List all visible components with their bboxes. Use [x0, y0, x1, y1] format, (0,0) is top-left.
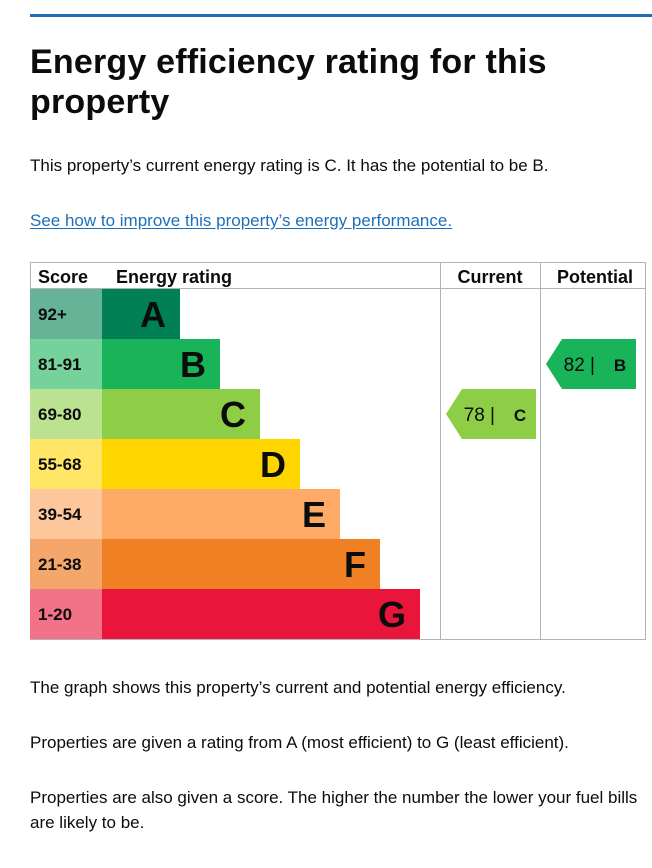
score-cell-d — [30, 439, 102, 489]
page-title: Energy efficiency rating for this proper… — [30, 43, 547, 121]
rating-letter-g: G — [378, 594, 406, 635]
header-potential: Potential — [557, 267, 633, 287]
score-range-b: 81-91 — [38, 355, 81, 374]
rating-letter-b: B — [180, 344, 206, 385]
potential-score-label: 82 | — [564, 355, 595, 376]
rating-letter-d: D — [260, 444, 286, 485]
rating-letter-f: F — [344, 544, 366, 585]
rating-bands: 92+ A 81-91 B 69-80 C 55-68 D 39-54 E 21-38 F 1-20 G — [30, 289, 420, 639]
chart-headers: Score Energy rating Current Potential — [38, 267, 633, 287]
energy-rating-chart: Score Energy rating Current Potential 92… — [30, 262, 646, 640]
rating-bar-g — [102, 589, 420, 639]
score-cell-e — [30, 489, 102, 539]
top-rule — [30, 14, 652, 17]
rating-letter-c: C — [220, 394, 246, 435]
rating-bar-b — [102, 339, 220, 389]
score-cell-c — [30, 389, 102, 439]
rating-bar-f — [102, 539, 380, 589]
potential-rating-letter: B — [614, 356, 626, 375]
score-range-d: 55-68 — [38, 455, 81, 474]
header-energy-rating: Energy rating — [116, 267, 232, 287]
score-range-e: 39-54 — [38, 505, 82, 524]
rating-bar-a — [102, 289, 180, 339]
paragraph-rating-scale: Properties are given a rating from A (mo… — [30, 733, 569, 752]
rating-bar-d — [102, 439, 300, 489]
rating-letter-a: A — [140, 294, 166, 335]
potential-marker — [546, 339, 636, 389]
score-cell-a — [30, 289, 102, 339]
score-cell-g — [30, 589, 102, 639]
score-cell-f — [30, 539, 102, 589]
score-range-c: 69-80 — [38, 405, 81, 424]
rating-bar-e — [102, 489, 340, 539]
score-cell-b — [30, 339, 102, 389]
current-marker — [446, 389, 536, 439]
current-rating-letter: C — [514, 406, 526, 425]
improve-performance-link[interactable]: See how to improve this property’s energ… — [30, 211, 453, 230]
paragraph-score-explanation: Properties are also given a score. The h… — [30, 788, 638, 832]
score-range-a: 92+ — [38, 305, 67, 324]
rating-letter-e: E — [302, 494, 326, 535]
score-range-g: 1-20 — [38, 605, 72, 624]
header-score: Score — [38, 267, 88, 287]
header-current: Current — [457, 267, 522, 287]
rating-markers: 78 | C 82 | B — [446, 339, 636, 439]
rating-summary: This property’s current energy rating is… — [30, 156, 549, 175]
rating-bar-c — [102, 389, 260, 439]
score-range-f: 21-38 — [38, 555, 81, 574]
current-score-label: 78 | — [464, 405, 495, 426]
paragraph-graph-explanation: The graph shows this property’s current … — [30, 678, 566, 697]
